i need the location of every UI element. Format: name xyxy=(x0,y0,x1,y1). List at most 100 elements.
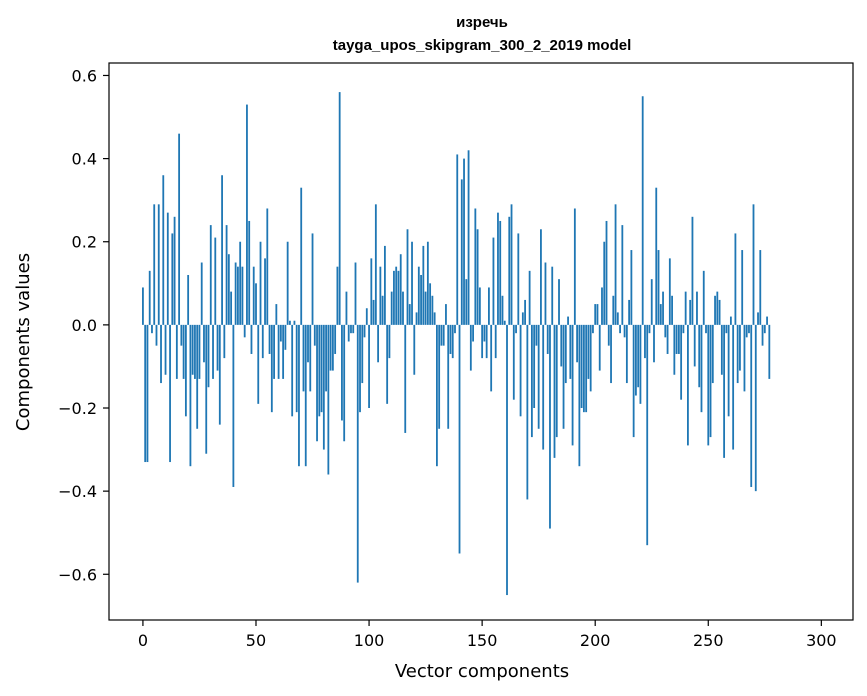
bar-225 xyxy=(650,279,653,325)
bar-58 xyxy=(273,324,275,379)
bar-185 xyxy=(560,324,563,367)
bar-11 xyxy=(166,212,169,325)
bar-180 xyxy=(549,324,551,529)
bar-36 xyxy=(223,324,226,359)
bar-253 xyxy=(714,295,716,325)
bar-170 xyxy=(526,324,529,500)
bar-245 xyxy=(696,291,698,325)
bar-231 xyxy=(664,324,667,338)
bar-125 xyxy=(424,291,427,325)
bar-277 xyxy=(768,324,771,379)
bar-117 xyxy=(406,229,409,325)
bar-50 xyxy=(255,283,257,325)
bar-239 xyxy=(682,324,685,334)
bar-73 xyxy=(307,324,309,363)
bar-251 xyxy=(709,324,712,438)
bar-41 xyxy=(234,262,237,325)
bar-77 xyxy=(316,324,318,442)
bar-108 xyxy=(386,324,389,404)
y-tick-label: −0.2 xyxy=(58,399,97,418)
bar-143 xyxy=(465,279,468,325)
bar-94 xyxy=(354,262,357,325)
bar-97 xyxy=(361,324,364,384)
bar-150 xyxy=(481,324,484,359)
bar-32 xyxy=(214,237,217,325)
bar-176 xyxy=(540,229,542,325)
bar-54 xyxy=(264,258,266,325)
bar-66 xyxy=(291,324,294,417)
bar-128 xyxy=(431,295,434,325)
bar-52 xyxy=(259,241,262,325)
bar-177 xyxy=(542,324,545,450)
bar-172 xyxy=(530,324,533,438)
x-tick-label: 300 xyxy=(806,631,837,650)
bar-135 xyxy=(447,324,450,429)
bar-129 xyxy=(433,312,436,325)
bar-23 xyxy=(194,324,196,379)
bar-136 xyxy=(449,324,452,354)
bar-265 xyxy=(741,250,744,325)
bar-250 xyxy=(707,324,710,446)
x-tick-label: 250 xyxy=(693,631,724,650)
bar-111 xyxy=(393,270,395,325)
bar-138 xyxy=(454,324,456,334)
bar-76 xyxy=(313,324,316,346)
bar-45 xyxy=(243,324,246,338)
bar-155 xyxy=(492,237,495,325)
bar-27 xyxy=(203,324,205,363)
bar-80 xyxy=(322,324,325,450)
bar-140 xyxy=(458,324,461,554)
bar-217 xyxy=(632,324,635,438)
bar-162 xyxy=(508,216,511,325)
bar-116 xyxy=(404,324,407,433)
bar-193 xyxy=(578,324,581,467)
plot-frame xyxy=(108,62,854,621)
bar-120 xyxy=(413,324,416,375)
bar-130 xyxy=(436,324,438,467)
bar-192 xyxy=(576,324,579,363)
bar-171 xyxy=(528,270,531,325)
bar-35 xyxy=(221,175,223,325)
bar-220 xyxy=(639,324,642,404)
bar-195 xyxy=(582,324,585,413)
bar-127 xyxy=(429,283,432,325)
bar-168 xyxy=(521,312,524,325)
bar-200 xyxy=(594,304,597,325)
bar-269 xyxy=(750,324,753,487)
bar-126 xyxy=(426,241,429,325)
bar-65 xyxy=(289,320,291,325)
bar-274 xyxy=(761,324,764,346)
bar-121 xyxy=(415,312,418,325)
bar-74 xyxy=(309,324,312,392)
bar-214 xyxy=(625,324,628,384)
bar-270 xyxy=(752,204,755,325)
y-tick-label: 0.0 xyxy=(72,316,97,335)
bar-147 xyxy=(474,208,477,325)
bar-103 xyxy=(374,204,377,325)
bar-105 xyxy=(379,266,382,325)
bar-39 xyxy=(230,291,233,325)
bar-101 xyxy=(370,258,373,325)
bar-272 xyxy=(757,312,759,325)
bar-67 xyxy=(293,320,296,325)
bar-182 xyxy=(553,324,556,458)
bar-9 xyxy=(162,175,165,325)
bar-49 xyxy=(252,266,255,325)
bar-33 xyxy=(216,324,219,371)
bar-261 xyxy=(732,324,735,450)
bar-145 xyxy=(469,324,472,371)
bar-133 xyxy=(442,324,445,346)
bar-12 xyxy=(169,324,171,463)
bar-227 xyxy=(655,187,658,325)
bar-40 xyxy=(232,324,235,487)
bar-29 xyxy=(207,324,210,388)
bar-148 xyxy=(476,229,479,325)
bar-208 xyxy=(612,295,615,325)
bar-226 xyxy=(653,324,655,363)
bar-56 xyxy=(268,324,271,354)
bar-211 xyxy=(619,324,621,334)
bar-0 xyxy=(142,287,144,325)
bar-184 xyxy=(558,279,560,325)
bar-191 xyxy=(573,208,576,325)
bar-169 xyxy=(524,299,526,325)
